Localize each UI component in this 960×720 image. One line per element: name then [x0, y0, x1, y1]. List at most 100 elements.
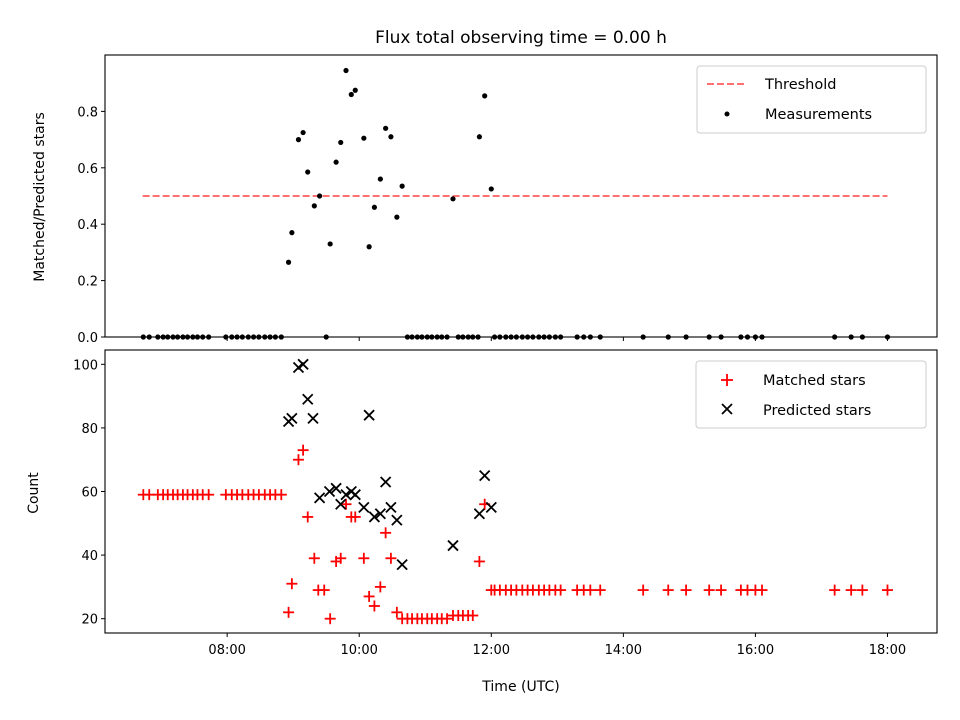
predicted-star-point: [374, 508, 386, 520]
measurement-point: [343, 67, 349, 74]
legend-matched-swatch: [721, 374, 733, 386]
bottom-x-tick-label: 08:00: [208, 643, 245, 658]
matched-star-point: [349, 511, 361, 523]
measurement-point: [476, 134, 482, 140]
matched-star-point: [335, 552, 347, 564]
predicted-star-point: [349, 489, 361, 501]
bottom-y-tick-label: 20: [81, 613, 98, 628]
predicted-star-point: [368, 511, 381, 523]
matched-star-point: [662, 584, 674, 596]
measurement-point: [327, 241, 333, 247]
matched-star-point: [324, 613, 336, 625]
bottom-y-tick-label: 40: [81, 549, 98, 564]
matched-star-point: [756, 584, 768, 596]
matched-star-point: [308, 552, 320, 564]
measurement-point: [352, 87, 358, 93]
bottom-plot-area: [137, 358, 893, 625]
bottom-x-ticks: 08:00 10:00 12:00 14:00 16:00 18:00: [208, 633, 906, 658]
chart-title: Flux total observing time = 0.00 h: [375, 28, 667, 48]
predicted-star-point: [396, 558, 408, 571]
matched-star-point: [380, 527, 392, 539]
legend-measurements-label: Measurements: [765, 107, 872, 123]
matched-star-point: [555, 584, 567, 596]
predicted-star-point: [447, 539, 459, 552]
predicted-star-point: [335, 498, 347, 510]
measurement-point: [366, 244, 372, 250]
bottom-y-tick-label: 100: [73, 358, 98, 373]
predicted-star-point: [358, 501, 370, 514]
matched-star-point: [881, 584, 893, 596]
measurement-point: [317, 193, 323, 199]
matched-star-point: [637, 584, 649, 596]
matched-star-point: [358, 552, 370, 564]
predicted-star-point: [323, 485, 336, 498]
measurement-point: [388, 134, 394, 140]
predicted-star-point: [297, 358, 309, 370]
predicted-star-point: [302, 393, 314, 405]
top-y-tick-label: 0.4: [77, 218, 98, 233]
top-legend: Threshold Measurements: [696, 65, 927, 134]
matched-star-point: [856, 584, 868, 596]
matched-star-point: [292, 454, 304, 466]
matched-star-point: [715, 584, 727, 596]
matched-star-point: [829, 584, 841, 596]
predicted-star-point: [330, 482, 342, 494]
predicted-star-point: [379, 476, 392, 488]
measurement-point: [348, 91, 354, 98]
top-y-axis-label: Matched/Predicted stars: [32, 112, 48, 282]
top-axes-frame: [104, 54, 938, 338]
matched-star-point: [283, 606, 295, 618]
matched-star-point: [368, 600, 380, 612]
matched-star-point: [467, 610, 479, 622]
matched-star-point: [703, 584, 715, 596]
bottom-legend-frame: [695, 360, 927, 429]
top-y-ticks: 0.0 0.2 0.4 0.6 0.8: [77, 105, 105, 346]
predicted-star-point: [313, 492, 326, 504]
measurement-point: [333, 159, 339, 165]
bottom-y-tick-label: 80: [81, 422, 98, 437]
predicted-star-point: [385, 501, 397, 514]
measurement-point: [399, 183, 405, 189]
matched-star-point: [363, 590, 375, 602]
matched-star-point: [286, 578, 298, 590]
matched-star-point: [473, 555, 485, 567]
predicted-star-point: [479, 469, 491, 482]
predicted-star-point: [340, 489, 352, 501]
matched-star-point: [302, 511, 314, 523]
measurement-point: [361, 135, 367, 141]
top-x-ticks: [226, 337, 888, 341]
matched-star-point: [203, 489, 215, 501]
bottom-x-tick-label: 18:00: [869, 643, 906, 658]
bottom-y-tick-label: 60: [81, 486, 98, 501]
predicted-star-point: [363, 409, 375, 421]
measurement-point: [394, 214, 400, 220]
matched-star-point: [374, 581, 386, 593]
predicted-star-point: [286, 412, 298, 425]
legend-predicted-label: Predicted stars: [763, 403, 871, 419]
legend-predicted-swatch: [721, 403, 733, 415]
measurement-point: [371, 204, 378, 210]
matched-star-point: [318, 584, 330, 596]
legend-matched-label: Matched stars: [763, 373, 866, 389]
bottom-y-ticks: 20 40 60 80 100: [73, 358, 105, 628]
predicted-star-point: [485, 501, 497, 514]
measurement-point: [295, 137, 302, 143]
predicted-star-point: [391, 514, 403, 526]
bottom-legend: Matched stars Predicted stars: [695, 360, 927, 429]
top-y-tick-label: 0.6: [77, 162, 98, 177]
matched-star-point: [845, 584, 857, 596]
top-legend-frame: [696, 65, 927, 134]
measurement-point: [377, 176, 383, 182]
measurement-point: [300, 129, 306, 136]
measurement-point: [285, 259, 292, 265]
measurement-point: [383, 125, 389, 131]
measurement-point: [482, 93, 488, 99]
measurement-point: [488, 186, 494, 192]
matched-star-point: [441, 613, 453, 625]
bottom-x-tick-label: 12:00: [473, 643, 510, 658]
matched-star-point: [594, 584, 606, 596]
predicted-star-point: [307, 412, 319, 425]
matched-star-point: [680, 584, 692, 596]
measurement-point: [289, 230, 295, 236]
